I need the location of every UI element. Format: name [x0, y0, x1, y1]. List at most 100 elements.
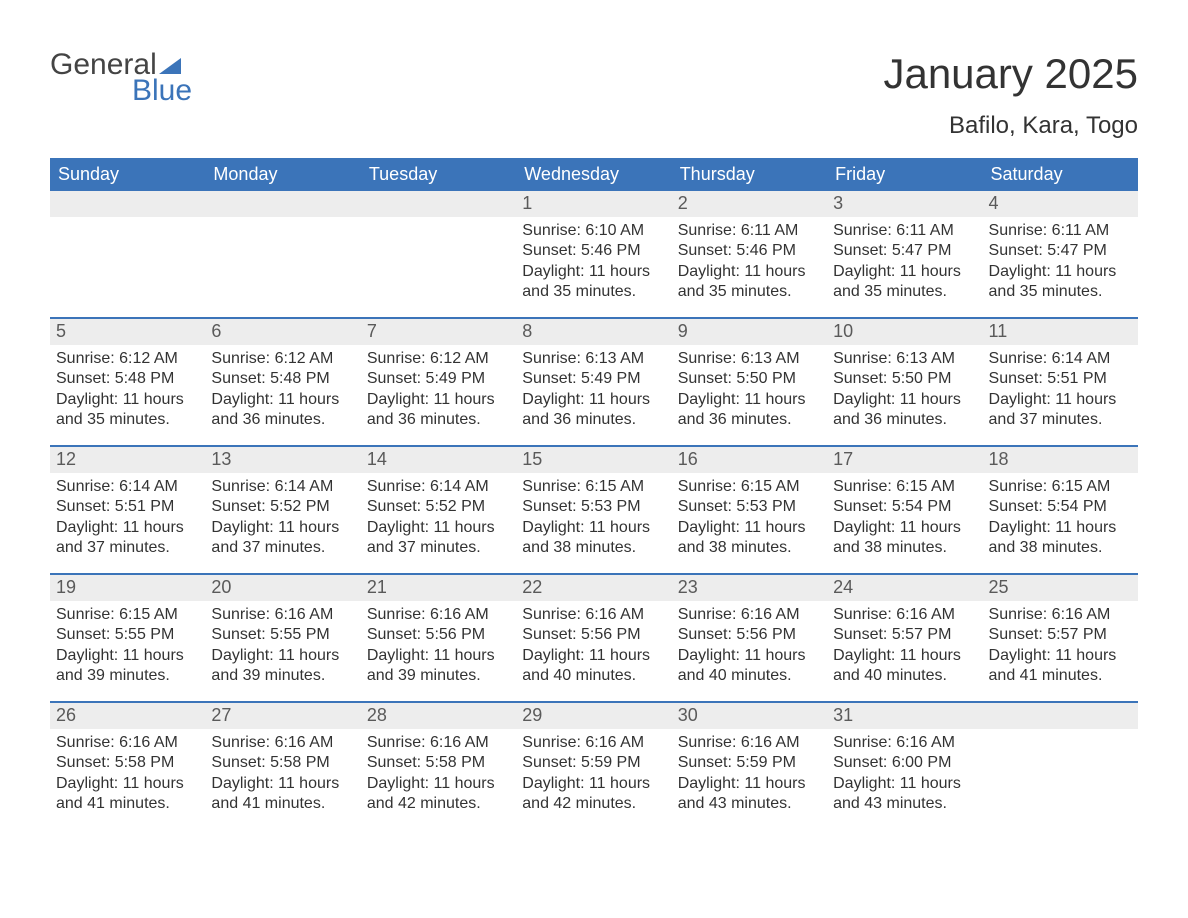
day-details: Sunrise: 6:16 AMSunset: 5:57 PMDaylight:…: [827, 601, 982, 697]
day-details: Sunrise: 6:12 AMSunset: 5:49 PMDaylight:…: [361, 345, 516, 441]
sunset-text: Sunset: 5:51 PM: [56, 497, 199, 517]
day-details: Sunrise: 6:16 AMSunset: 5:56 PMDaylight:…: [672, 601, 827, 697]
daylight-text-2: and 37 minutes.: [56, 538, 199, 558]
calendar-cell: 16Sunrise: 6:15 AMSunset: 5:53 PMDayligh…: [672, 447, 827, 573]
daylight-text-2: and 36 minutes.: [678, 410, 821, 430]
sunrise-text: Sunrise: 6:10 AM: [522, 221, 665, 241]
day-details: Sunrise: 6:14 AMSunset: 5:52 PMDaylight:…: [361, 473, 516, 569]
daylight-text-2: and 39 minutes.: [56, 666, 199, 686]
calendar-cell: 20Sunrise: 6:16 AMSunset: 5:55 PMDayligh…: [205, 575, 360, 701]
sunrise-text: Sunrise: 6:15 AM: [522, 477, 665, 497]
day-details: Sunrise: 6:13 AMSunset: 5:49 PMDaylight:…: [516, 345, 671, 441]
sunrise-text: Sunrise: 6:15 AM: [56, 605, 199, 625]
sunset-text: Sunset: 5:46 PM: [522, 241, 665, 261]
day-header: Tuesday: [361, 158, 516, 191]
day-header: Sunday: [50, 158, 205, 191]
weeks-container: 1Sunrise: 6:10 AMSunset: 5:46 PMDaylight…: [50, 191, 1138, 829]
calendar-cell: 4Sunrise: 6:11 AMSunset: 5:47 PMDaylight…: [983, 191, 1138, 317]
calendar-cell: 2Sunrise: 6:11 AMSunset: 5:46 PMDaylight…: [672, 191, 827, 317]
sunrise-text: Sunrise: 6:16 AM: [989, 605, 1132, 625]
sunset-text: Sunset: 5:58 PM: [367, 753, 510, 773]
daylight-text-1: Daylight: 11 hours: [989, 518, 1132, 538]
day-number: 29: [516, 703, 671, 729]
day-number: 17: [827, 447, 982, 473]
header: General Blue January 2025 Bafilo, Kara, …: [50, 50, 1138, 140]
daylight-text-1: Daylight: 11 hours: [522, 518, 665, 538]
day-details: Sunrise: 6:10 AMSunset: 5:46 PMDaylight:…: [516, 217, 671, 313]
day-number: 16: [672, 447, 827, 473]
sunset-text: Sunset: 5:57 PM: [833, 625, 976, 645]
daylight-text-1: Daylight: 11 hours: [56, 518, 199, 538]
day-number: 5: [50, 319, 205, 345]
day-number: 22: [516, 575, 671, 601]
daylight-text-2: and 35 minutes.: [522, 282, 665, 302]
day-details: [983, 729, 1138, 823]
daylight-text-2: and 40 minutes.: [833, 666, 976, 686]
day-number: 21: [361, 575, 516, 601]
calendar-cell: 27Sunrise: 6:16 AMSunset: 5:58 PMDayligh…: [205, 703, 360, 829]
logo-word2: Blue: [132, 74, 192, 108]
day-details: [361, 217, 516, 311]
day-header: Friday: [827, 158, 982, 191]
daylight-text-2: and 35 minutes.: [56, 410, 199, 430]
calendar-cell: 11Sunrise: 6:14 AMSunset: 5:51 PMDayligh…: [983, 319, 1138, 445]
daylight-text-1: Daylight: 11 hours: [833, 390, 976, 410]
day-number: 12: [50, 447, 205, 473]
sunset-text: Sunset: 5:48 PM: [211, 369, 354, 389]
day-details: Sunrise: 6:15 AMSunset: 5:54 PMDaylight:…: [827, 473, 982, 569]
calendar-cell: 28Sunrise: 6:16 AMSunset: 5:58 PMDayligh…: [361, 703, 516, 829]
day-header-row: Sunday Monday Tuesday Wednesday Thursday…: [50, 158, 1138, 191]
calendar-cell: 15Sunrise: 6:15 AMSunset: 5:53 PMDayligh…: [516, 447, 671, 573]
daylight-text-2: and 37 minutes.: [989, 410, 1132, 430]
day-header: Thursday: [672, 158, 827, 191]
daylight-text-1: Daylight: 11 hours: [522, 646, 665, 666]
daylight-text-1: Daylight: 11 hours: [678, 518, 821, 538]
calendar-cell: 5Sunrise: 6:12 AMSunset: 5:48 PMDaylight…: [50, 319, 205, 445]
day-details: Sunrise: 6:15 AMSunset: 5:53 PMDaylight:…: [672, 473, 827, 569]
sunrise-text: Sunrise: 6:16 AM: [678, 605, 821, 625]
daylight-text-2: and 42 minutes.: [367, 794, 510, 814]
calendar-cell: 18Sunrise: 6:15 AMSunset: 5:54 PMDayligh…: [983, 447, 1138, 573]
day-details: Sunrise: 6:13 AMSunset: 5:50 PMDaylight:…: [827, 345, 982, 441]
calendar-week: 5Sunrise: 6:12 AMSunset: 5:48 PMDaylight…: [50, 317, 1138, 445]
sunrise-text: Sunrise: 6:16 AM: [56, 733, 199, 753]
day-number: 27: [205, 703, 360, 729]
calendar-cell: 30Sunrise: 6:16 AMSunset: 5:59 PMDayligh…: [672, 703, 827, 829]
sunset-text: Sunset: 5:58 PM: [56, 753, 199, 773]
sunrise-text: Sunrise: 6:15 AM: [678, 477, 821, 497]
day-details: Sunrise: 6:15 AMSunset: 5:55 PMDaylight:…: [50, 601, 205, 697]
daylight-text-1: Daylight: 11 hours: [56, 646, 199, 666]
day-number: 14: [361, 447, 516, 473]
sunrise-text: Sunrise: 6:11 AM: [678, 221, 821, 241]
sunrise-text: Sunrise: 6:14 AM: [56, 477, 199, 497]
day-header: Monday: [205, 158, 360, 191]
sunset-text: Sunset: 5:47 PM: [989, 241, 1132, 261]
sunrise-text: Sunrise: 6:13 AM: [678, 349, 821, 369]
sunset-text: Sunset: 5:56 PM: [522, 625, 665, 645]
daylight-text-1: Daylight: 11 hours: [211, 774, 354, 794]
sunrise-text: Sunrise: 6:16 AM: [522, 733, 665, 753]
day-number: 26: [50, 703, 205, 729]
day-details: Sunrise: 6:13 AMSunset: 5:50 PMDaylight:…: [672, 345, 827, 441]
daylight-text-1: Daylight: 11 hours: [56, 390, 199, 410]
title-block: January 2025 Bafilo, Kara, Togo: [883, 50, 1138, 140]
day-header: Saturday: [983, 158, 1138, 191]
calendar-cell: 19Sunrise: 6:15 AMSunset: 5:55 PMDayligh…: [50, 575, 205, 701]
calendar-cell: 12Sunrise: 6:14 AMSunset: 5:51 PMDayligh…: [50, 447, 205, 573]
day-number: 11: [983, 319, 1138, 345]
calendar-cell: 25Sunrise: 6:16 AMSunset: 5:57 PMDayligh…: [983, 575, 1138, 701]
daylight-text-1: Daylight: 11 hours: [522, 262, 665, 282]
daylight-text-1: Daylight: 11 hours: [989, 646, 1132, 666]
day-details: Sunrise: 6:14 AMSunset: 5:51 PMDaylight:…: [50, 473, 205, 569]
sunset-text: Sunset: 5:46 PM: [678, 241, 821, 261]
sunrise-text: Sunrise: 6:11 AM: [989, 221, 1132, 241]
daylight-text-2: and 41 minutes.: [56, 794, 199, 814]
daylight-text-2: and 41 minutes.: [989, 666, 1132, 686]
day-details: Sunrise: 6:16 AMSunset: 5:58 PMDaylight:…: [361, 729, 516, 825]
calendar-cell: [361, 191, 516, 317]
daylight-text-1: Daylight: 11 hours: [989, 262, 1132, 282]
daylight-text-2: and 38 minutes.: [989, 538, 1132, 558]
day-number: 18: [983, 447, 1138, 473]
daylight-text-2: and 38 minutes.: [833, 538, 976, 558]
sunset-text: Sunset: 5:55 PM: [56, 625, 199, 645]
